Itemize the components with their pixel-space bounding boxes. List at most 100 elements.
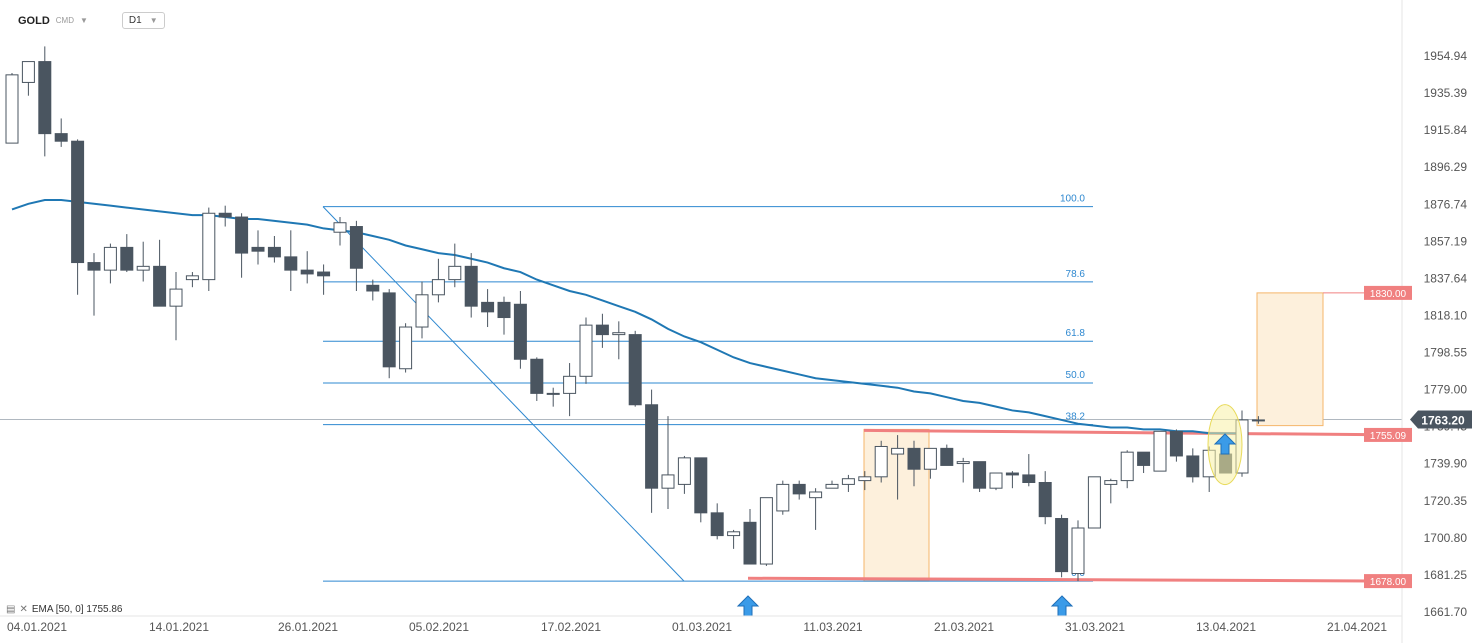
candle-body [87, 262, 101, 271]
y-tick-label: 1915.84 [1424, 123, 1468, 137]
candle-body [366, 284, 380, 292]
candle-body [1055, 518, 1069, 573]
instrument-type-label: CMD [55, 16, 74, 25]
candle-body [1153, 430, 1167, 472]
fibonacci-retracement[interactable]: 100.078.661.850.038.20.0 [322, 194, 1093, 582]
price-marker-label: 1830.00 [1370, 289, 1407, 300]
candle-body [727, 531, 741, 537]
candle-body [513, 303, 527, 360]
candle-body [54, 133, 68, 142]
y-tick-label: 1818.10 [1424, 308, 1468, 322]
candle-body [202, 212, 216, 281]
candle-body [628, 334, 642, 406]
y-tick-label: 1857.19 [1424, 234, 1468, 248]
candle-body [563, 375, 577, 394]
price-axis[interactable]: 1954.94 1935.39 1915.84 1896.29 1876.74 1857.… [1364, 0, 1472, 643]
settings-icon[interactable]: ▤ [6, 604, 16, 615]
candle-body [235, 216, 249, 254]
x-tick-label: 14.01.2021 [149, 620, 209, 634]
candle-body [973, 461, 987, 489]
fib-level-label: 78.6 [1066, 269, 1086, 280]
candle-body [923, 447, 937, 470]
up-arrow-icon [1213, 433, 1237, 455]
candle-body [1022, 474, 1036, 483]
timeframe-select[interactable]: D1 ▼ [121, 12, 165, 29]
candle-body [710, 512, 724, 537]
target-zone [1256, 292, 1324, 427]
fib-level-label: 38.2 [1066, 412, 1086, 423]
candle-body [743, 521, 757, 565]
symbol-label[interactable]: GOLD [18, 14, 50, 27]
resistance-line [863, 428, 1403, 437]
time-axis[interactable]: 04.01.2021 14.01.2021 26.01.2021 05.02.2021… [0, 615, 1402, 634]
y-tick-label: 1876.74 [1424, 197, 1468, 211]
candlestick-series [5, 46, 1265, 582]
candle-body [497, 301, 511, 319]
candle-body [841, 478, 855, 485]
x-tick-label: 31.03.2021 [1065, 620, 1125, 634]
annotations [736, 404, 1243, 617]
candle-body [38, 61, 52, 135]
price-marker [1364, 285, 1412, 300]
candle-body [759, 497, 773, 565]
candle-body [284, 256, 298, 271]
candle-body [645, 404, 659, 489]
candle-body [300, 269, 314, 275]
support-lines[interactable] [747, 292, 1403, 583]
candle-body [1251, 419, 1265, 422]
chevron-down-icon[interactable]: ▼ [80, 16, 88, 25]
x-tick-label: 17.02.2021 [541, 620, 601, 634]
x-tick-label: 21.03.2021 [934, 620, 994, 634]
candle-body [612, 332, 626, 336]
candle-body [989, 472, 1003, 489]
candle-body [1186, 455, 1200, 478]
candle-body [579, 324, 593, 377]
candle-body [464, 265, 478, 307]
candle-body [1104, 480, 1118, 485]
candle-body [694, 457, 708, 514]
indicator-legend: ▤ ✕ EMA [50, 0] 1755.86 [6, 604, 122, 615]
candle-body [1169, 430, 1183, 457]
y-tick-label: 1700.80 [1424, 531, 1468, 545]
price-marker-label: 1678.00 [1370, 577, 1407, 588]
x-tick-label: 11.03.2021 [803, 620, 862, 634]
y-tick-label: 1661.70 [1424, 605, 1468, 619]
timeframe-label: D1 [128, 15, 142, 26]
candle-body [677, 457, 691, 485]
candle-body [349, 226, 363, 269]
x-tick-label: 21.04.2021 [1327, 620, 1387, 634]
y-tick-label: 1739.90 [1424, 457, 1468, 471]
candle-body [153, 265, 167, 307]
y-tick-label: 1779.00 [1424, 383, 1468, 397]
y-tick-label: 1896.29 [1424, 160, 1468, 174]
candle-body [874, 445, 888, 478]
candle-body [776, 483, 790, 512]
candle-body [595, 324, 609, 336]
support-line [747, 576, 1403, 583]
candle-body [415, 294, 429, 328]
candle-body [1038, 481, 1052, 518]
candle-body [448, 265, 462, 281]
candle-body [956, 461, 970, 465]
up-arrow-icon [736, 595, 760, 617]
candle-body [907, 447, 921, 470]
candle-body [1071, 527, 1085, 575]
candle-body [399, 326, 413, 370]
price-marker [1364, 574, 1412, 589]
candle-body [1087, 476, 1101, 529]
candle-body [546, 392, 560, 395]
fib-level-label: 100.0 [1060, 194, 1085, 205]
candle-body [431, 279, 445, 296]
close-icon[interactable]: ✕ [19, 604, 28, 615]
candle-body [1120, 451, 1134, 482]
candle-body [1005, 472, 1019, 476]
candle-body [267, 246, 281, 258]
candle-body [530, 358, 544, 394]
candle-body [1137, 451, 1151, 466]
chart-header: GOLD CMD ▼ D1 ▼ [18, 12, 165, 29]
x-tick-label: 01.03.2021 [672, 620, 732, 634]
candle-body [103, 246, 117, 271]
current-price-badge [1410, 410, 1472, 429]
fib-level-label: 50.0 [1066, 370, 1086, 381]
